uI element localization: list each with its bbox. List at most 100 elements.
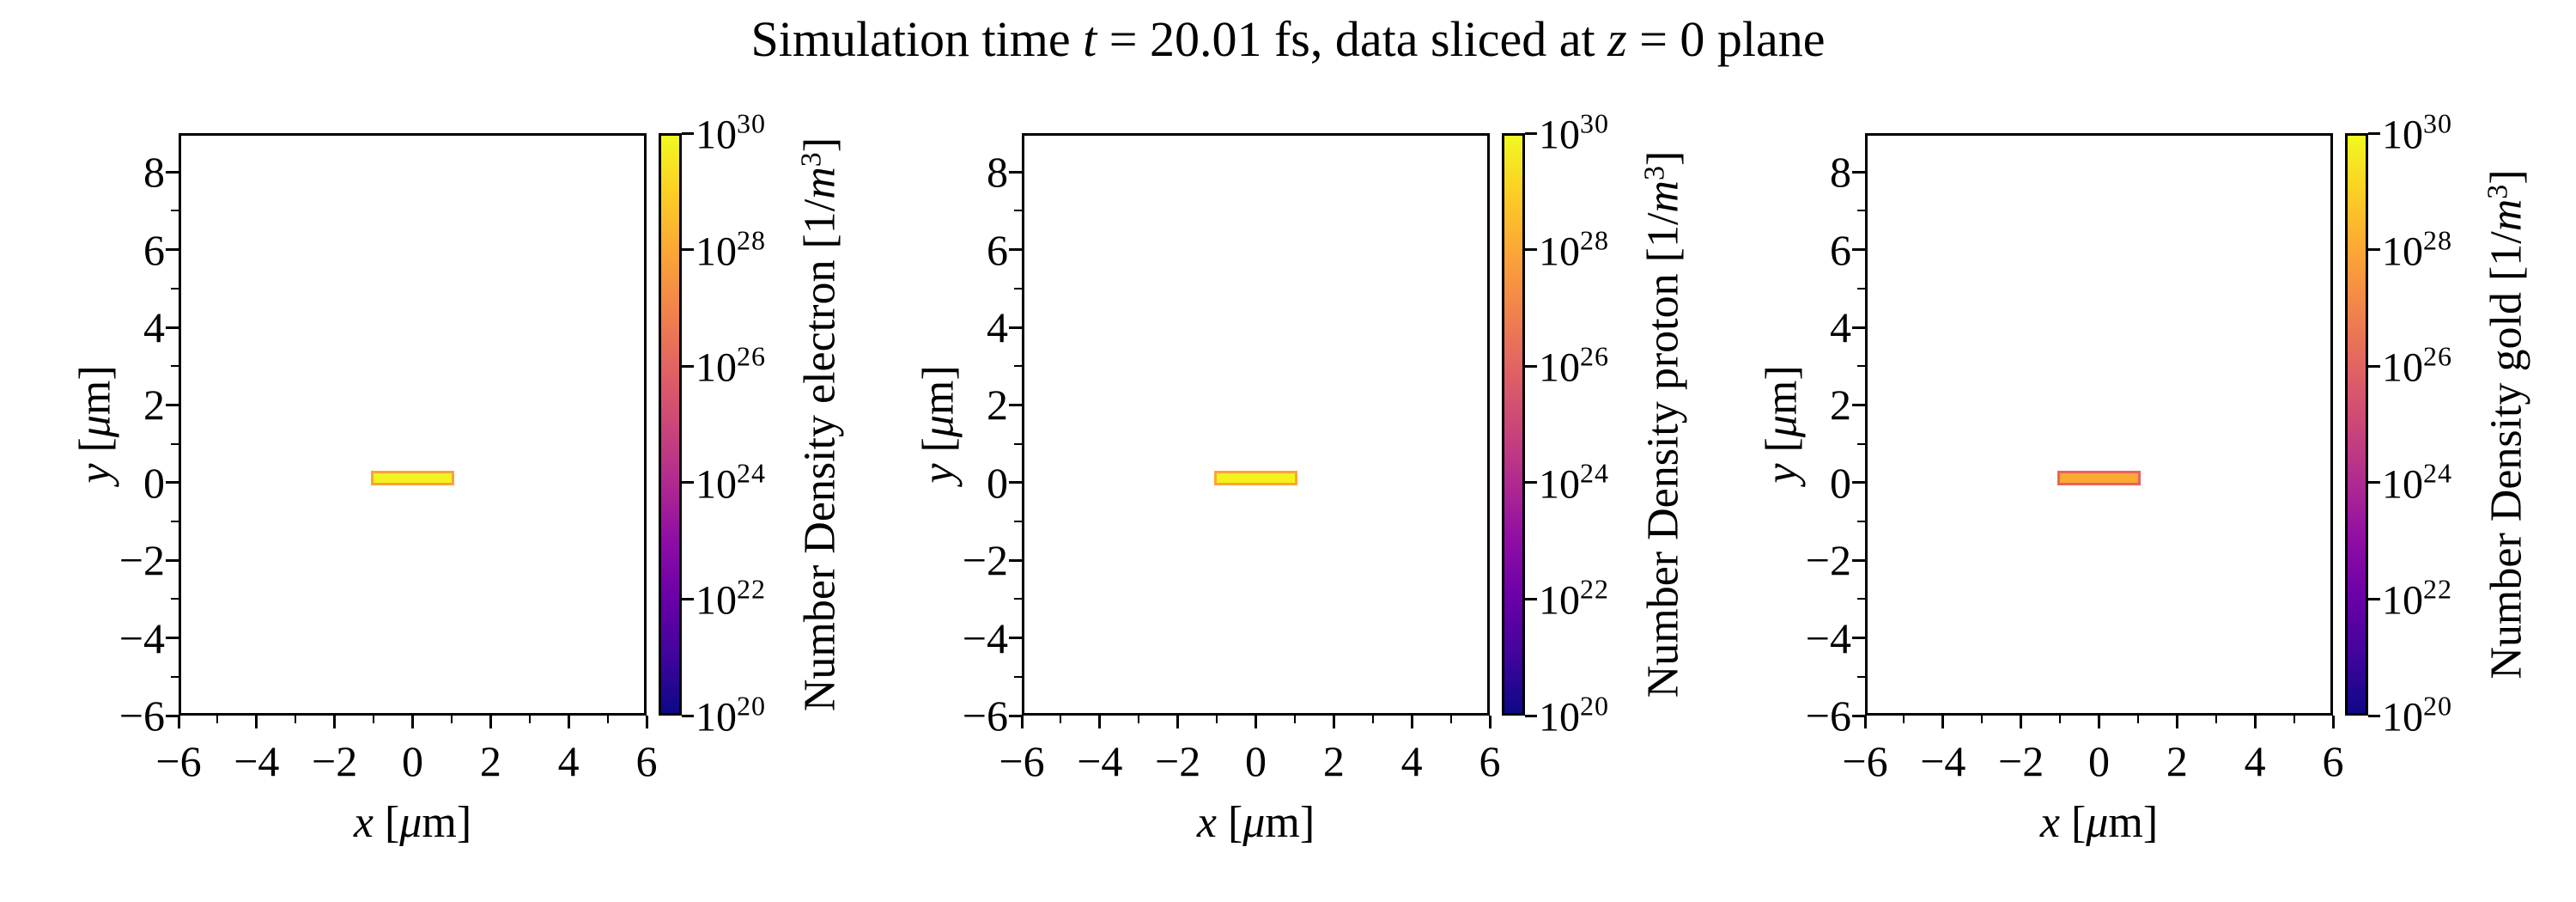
colorbar-tick-label: 1026 bbox=[696, 340, 766, 391]
colorbar-tick-label: 1020 bbox=[2382, 690, 2452, 740]
colorbar-tick bbox=[1525, 714, 1537, 717]
x-tick-label: 2 bbox=[2166, 737, 2188, 785]
colorbar-tick-label: 1030 bbox=[696, 107, 766, 158]
y-tick-label: −4 bbox=[118, 613, 165, 662]
colorbar-tick-label: 1022 bbox=[1539, 573, 1609, 624]
colorbar-tick-label: 1028 bbox=[1539, 224, 1609, 275]
y-major-tick bbox=[1852, 714, 1865, 717]
y-major-tick bbox=[1009, 170, 1022, 174]
x-axis-label: x [μm] bbox=[1196, 798, 1315, 847]
x-axis-label: x [μm] bbox=[2039, 798, 2159, 847]
x-major-tick bbox=[255, 716, 258, 728]
x-minor-tick bbox=[1216, 716, 1218, 723]
y-minor-tick bbox=[1857, 210, 1865, 212]
y-tick-label: 8 bbox=[987, 148, 1008, 197]
x-minor-tick bbox=[2293, 716, 2295, 723]
y-major-tick bbox=[1852, 326, 1865, 329]
x-tick-label: 6 bbox=[635, 737, 658, 785]
y-minor-tick bbox=[1857, 675, 1865, 678]
colorbar-tick bbox=[1525, 131, 1537, 135]
x-major-tick bbox=[411, 716, 414, 728]
x-tick-label: −4 bbox=[1920, 737, 1966, 785]
colorbar-tick bbox=[2368, 714, 2380, 717]
x-major-tick bbox=[645, 716, 648, 728]
colorbar-label: Number Density electron [1/m3] bbox=[795, 137, 845, 712]
y-minor-tick bbox=[1857, 521, 1865, 522]
y-major-tick bbox=[1009, 403, 1022, 406]
x-minor-tick bbox=[1138, 716, 1140, 723]
y-tick-label: −6 bbox=[118, 692, 165, 740]
y-minor-tick bbox=[171, 365, 179, 368]
x-major-tick bbox=[1176, 716, 1180, 728]
x-minor-tick bbox=[606, 716, 609, 723]
colorbar-tick-label: 1022 bbox=[696, 573, 766, 624]
colorbar-tick bbox=[682, 481, 694, 485]
colorbar-tick bbox=[1525, 364, 1537, 368]
x-minor-tick bbox=[528, 716, 531, 723]
y-minor-tick bbox=[1857, 598, 1865, 600]
x-major-tick bbox=[2331, 716, 2335, 728]
y-major-tick bbox=[166, 481, 179, 485]
y-minor-tick bbox=[1014, 365, 1022, 368]
target-density-bar bbox=[371, 470, 454, 485]
colorbar-tick bbox=[682, 714, 694, 717]
x-minor-tick bbox=[1371, 716, 1374, 723]
y-minor-tick bbox=[171, 521, 179, 522]
colorbar-tick-label: 1020 bbox=[696, 690, 766, 740]
x-minor-tick bbox=[2136, 716, 2139, 723]
colorbar-tick-label: 1024 bbox=[2382, 457, 2452, 508]
colorbar-tick bbox=[1525, 597, 1537, 600]
x-major-tick bbox=[2175, 716, 2178, 728]
x-minor-tick bbox=[450, 716, 453, 723]
y-tick-label: 2 bbox=[143, 381, 165, 430]
y-tick-label: 2 bbox=[987, 381, 1008, 430]
y-major-tick bbox=[1852, 558, 1865, 562]
x-tick-label: −2 bbox=[1155, 737, 1201, 785]
colorbar-gradient bbox=[1502, 133, 1525, 716]
y-minor-tick bbox=[1014, 287, 1022, 289]
x-tick-label: 2 bbox=[1322, 737, 1345, 785]
y-major-tick bbox=[1852, 637, 1865, 640]
x-minor-tick bbox=[1449, 716, 1452, 723]
colorbar-tick bbox=[682, 131, 694, 135]
x-major-tick bbox=[567, 716, 570, 728]
colorbar-tick-label: 1024 bbox=[1539, 457, 1609, 508]
y-major-tick bbox=[1009, 481, 1022, 485]
x-tick-label: 6 bbox=[2322, 737, 2344, 785]
y-tick-label: 6 bbox=[987, 225, 1008, 274]
x-major-tick bbox=[177, 716, 180, 728]
x-minor-tick bbox=[1981, 716, 1984, 723]
x-minor-tick bbox=[1293, 716, 1296, 723]
y-minor-tick bbox=[1857, 287, 1865, 289]
colorbar-tick bbox=[682, 364, 694, 368]
y-minor-tick bbox=[171, 598, 179, 600]
x-tick-label: −2 bbox=[1998, 737, 2044, 785]
y-major-tick bbox=[166, 248, 179, 252]
y-tick-label: −2 bbox=[118, 536, 165, 585]
y-tick-label: −2 bbox=[1805, 536, 1851, 585]
y-major-tick bbox=[1852, 170, 1865, 174]
target-density-bar bbox=[2057, 470, 2141, 485]
y-minor-tick bbox=[171, 287, 179, 289]
x-tick-label: 6 bbox=[1479, 737, 1501, 785]
y-tick-label: 2 bbox=[1830, 381, 1851, 430]
x-tick-label: −6 bbox=[155, 737, 202, 785]
x-minor-tick bbox=[216, 716, 219, 723]
x-tick-label: −2 bbox=[312, 737, 358, 785]
y-minor-tick bbox=[1014, 675, 1022, 678]
x-major-tick bbox=[1020, 716, 1024, 728]
x-major-tick bbox=[1098, 716, 1102, 728]
x-minor-tick bbox=[295, 716, 297, 723]
colorbar-tick-label: 1026 bbox=[1539, 340, 1609, 391]
x-tick-label: 4 bbox=[557, 737, 580, 785]
y-major-tick bbox=[166, 326, 179, 329]
y-minor-tick bbox=[1857, 442, 1865, 445]
colorbar-tick-label: 1022 bbox=[2382, 573, 2452, 624]
y-major-tick bbox=[1009, 714, 1022, 717]
y-minor-tick bbox=[1014, 210, 1022, 212]
y-major-tick bbox=[166, 403, 179, 406]
plot-area bbox=[1022, 133, 1490, 716]
colorbar-tick bbox=[2368, 481, 2380, 485]
x-minor-tick bbox=[1903, 716, 1905, 723]
